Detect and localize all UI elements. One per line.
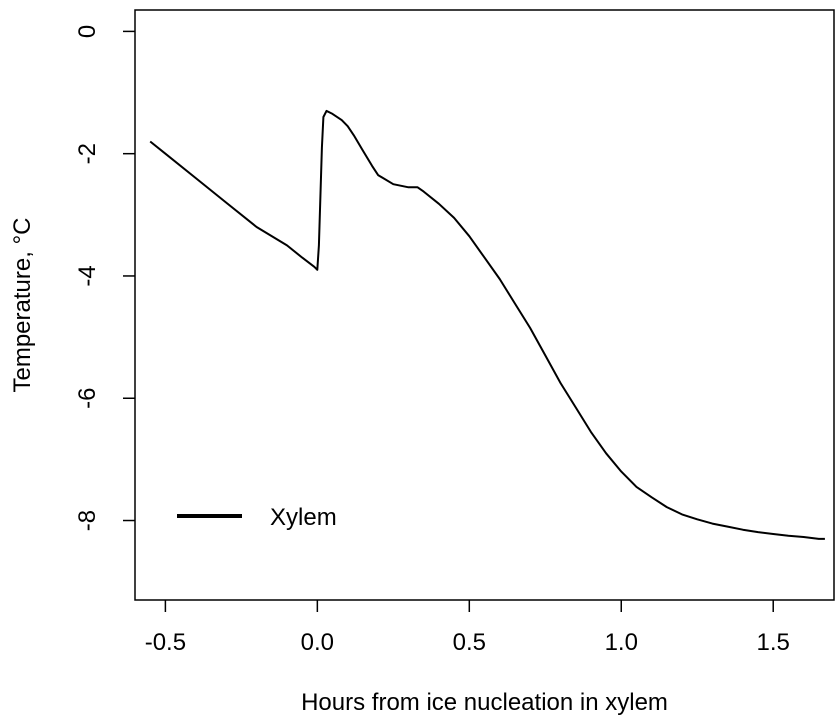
y-axis-title: Temperature, °C [9, 218, 36, 393]
series-line-xylem [149, 109, 825, 540]
x-axis: -0.5 0.0 0.5 1.0 1.5 [145, 600, 790, 656]
series-layer [149, 109, 825, 540]
x-tick-label: 1.0 [605, 629, 638, 656]
y-axis: 0 -2 -4 -6 -8 [74, 25, 135, 531]
x-tick-label: 1.5 [757, 629, 790, 656]
y-tick-label: 0 [74, 25, 101, 38]
x-axis-title: Hours from ice nucleation in xylem [301, 689, 668, 716]
x-tick-label: 0.5 [453, 629, 486, 656]
y-tick-label: -2 [74, 143, 101, 164]
x-tick-label: -0.5 [145, 629, 186, 656]
y-tick-label: -4 [74, 265, 101, 286]
y-tick-label: -6 [74, 388, 101, 409]
legend: Xylem [177, 504, 337, 531]
legend-label-xylem: Xylem [270, 504, 337, 531]
y-tick-label: -8 [74, 510, 101, 531]
x-tick-label: 0.0 [301, 629, 334, 656]
plot-frame [134, 9, 835, 601]
